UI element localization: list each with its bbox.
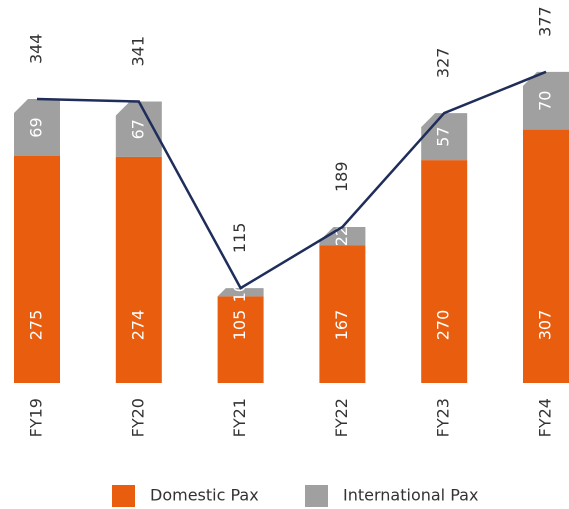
total-label: 189 — [332, 161, 351, 192]
total-line — [36, 70, 547, 290]
value-label: 57 — [434, 126, 453, 146]
x-tick-label: FY20 — [128, 398, 147, 437]
bar-segment — [115, 101, 162, 157]
total-label: 377 — [536, 6, 555, 37]
value-label: 307 — [536, 310, 555, 341]
value-label: 70 — [536, 91, 555, 111]
total-label: 327 — [434, 48, 453, 79]
value-label: 274 — [128, 310, 147, 341]
bar-segment — [421, 160, 468, 383]
value-label: 167 — [332, 310, 351, 341]
total-label: 341 — [128, 36, 147, 67]
bar-segment — [14, 156, 60, 383]
value-label: 270 — [434, 310, 453, 341]
bar-segment — [217, 288, 264, 297]
bar-segment — [319, 226, 366, 246]
bar-segment — [217, 296, 264, 383]
legend-swatch — [112, 485, 135, 507]
total-label: 115 — [230, 223, 249, 254]
bar-segment — [115, 156, 162, 383]
x-tick-label: FY23 — [434, 398, 453, 437]
legend-swatch — [305, 485, 328, 507]
value-label: 69 — [27, 117, 46, 137]
x-tick-label: FY24 — [536, 398, 555, 437]
legend-label: Domestic Pax — [150, 486, 259, 505]
x-tick-label: FY19 — [27, 398, 46, 437]
total-label: 344 — [27, 34, 46, 65]
value-label: 275 — [27, 310, 46, 341]
bar-segment — [523, 71, 569, 130]
bar-segment — [319, 245, 366, 383]
bar-segment — [14, 99, 60, 157]
legend-label: International Pax — [343, 486, 478, 505]
value-label: 105 — [230, 310, 249, 341]
x-tick-label: FY22 — [332, 398, 351, 437]
x-tick-label: FY21 — [230, 398, 249, 437]
bar-segment — [523, 129, 569, 383]
value-label: 67 — [128, 119, 147, 139]
